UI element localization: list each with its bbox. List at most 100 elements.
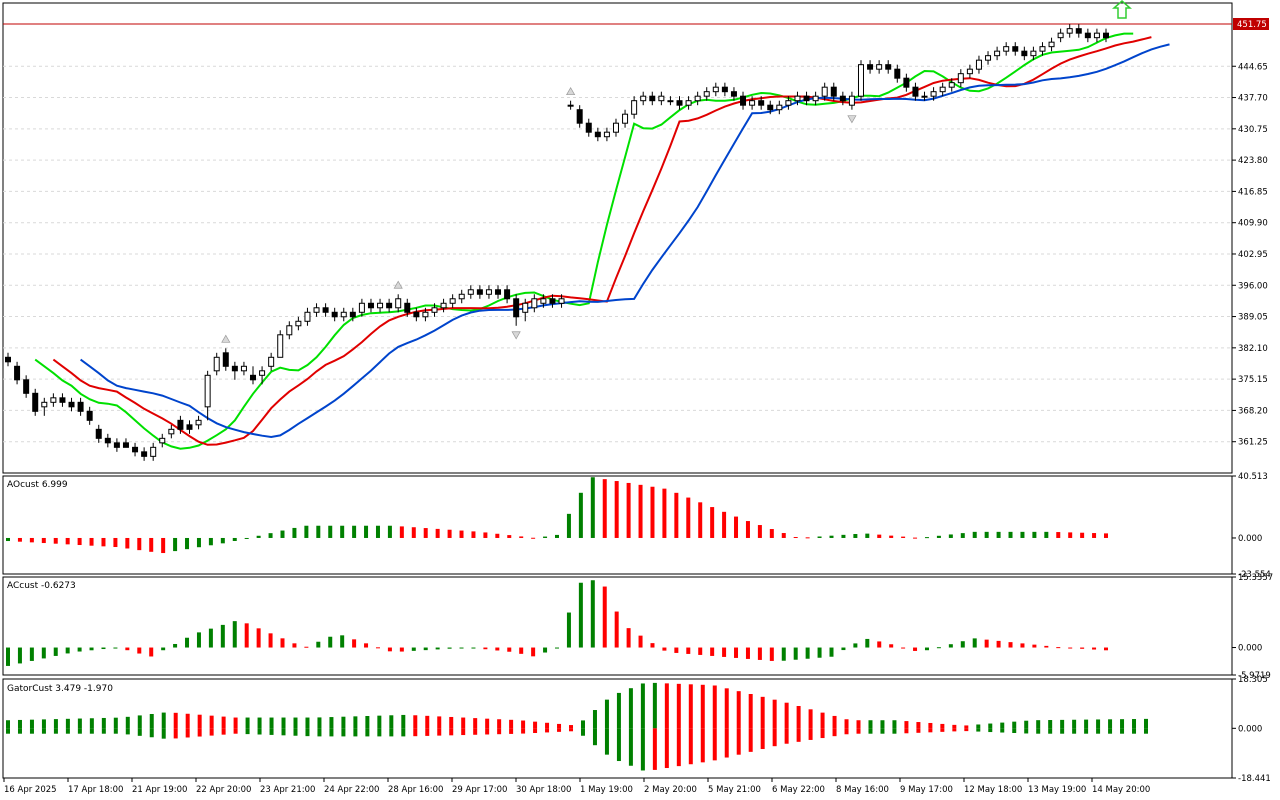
candle[interactable] [440, 298, 447, 313]
candle[interactable] [322, 303, 329, 317]
candle[interactable] [5, 352, 11, 367]
candle[interactable] [177, 415, 184, 434]
candle[interactable] [295, 316, 302, 331]
candle[interactable] [1093, 28, 1100, 43]
candle[interactable] [985, 51, 992, 65]
candle[interactable] [921, 91, 928, 101]
candle[interactable] [104, 433, 111, 448]
gator-panel[interactable]: GatorCust 3.479 -1.970 18.305 0.000 -18.44… [2, 675, 1271, 784]
candle[interactable] [749, 96, 756, 110]
candle[interactable] [331, 307, 338, 322]
candle[interactable] [930, 87, 937, 101]
candle[interactable] [349, 307, 356, 322]
candle[interactable] [340, 307, 347, 322]
candle[interactable] [1030, 46, 1037, 61]
candle[interactable] [122, 438, 129, 448]
candle[interactable] [776, 100, 783, 115]
candle[interactable] [367, 298, 374, 313]
candle[interactable] [640, 91, 647, 106]
candle[interactable] [803, 91, 810, 106]
candle[interactable] [277, 330, 284, 358]
candle[interactable] [685, 96, 692, 110]
candle[interactable] [404, 298, 411, 317]
candle[interactable] [794, 91, 801, 106]
candle[interactable] [830, 82, 837, 101]
candle[interactable] [259, 366, 266, 385]
candle[interactable] [113, 438, 120, 452]
candle[interactable] [141, 447, 148, 461]
candle[interactable] [168, 424, 175, 439]
candle[interactable] [476, 285, 483, 299]
candle[interactable] [767, 100, 774, 115]
candle[interactable] [150, 442, 157, 461]
candle[interactable] [195, 415, 202, 430]
candle[interactable] [839, 91, 846, 106]
candle[interactable] [912, 82, 919, 101]
candle[interactable] [1012, 42, 1019, 56]
candle[interactable] [1066, 24, 1073, 38]
candle[interactable] [413, 307, 420, 322]
candle[interactable] [59, 393, 66, 407]
candle[interactable] [304, 307, 311, 326]
candle[interactable] [740, 91, 747, 110]
candle[interactable] [1021, 46, 1028, 61]
candle[interactable] [1057, 28, 1064, 43]
candle[interactable] [994, 46, 1001, 61]
candle[interactable] [885, 60, 892, 74]
candle[interactable] [821, 82, 828, 101]
ao-panel[interactable]: AOcust 6.999 40.513 0.000 -23.554 [2, 472, 1271, 580]
candle[interactable] [41, 397, 48, 416]
candle[interactable] [948, 78, 955, 92]
candle[interactable] [95, 424, 102, 443]
candle[interactable] [857, 60, 864, 101]
candle[interactable] [658, 91, 665, 106]
candle[interactable] [667, 96, 674, 106]
candle[interactable] [23, 375, 30, 398]
candle[interactable] [957, 69, 964, 88]
candle[interactable] [77, 397, 84, 416]
candle[interactable] [558, 294, 565, 308]
candle[interactable] [703, 87, 710, 101]
candle[interactable] [458, 289, 465, 304]
candle[interactable] [250, 366, 257, 385]
candle[interactable] [504, 285, 511, 304]
candle[interactable] [594, 127, 601, 142]
price-panel[interactable]: 444.65 437.70 430.75 423.80 416.85 409.90 402.… [2, 0, 1269, 474]
candle[interactable] [231, 361, 238, 380]
candle[interactable] [894, 64, 901, 83]
candle[interactable] [975, 55, 982, 74]
candle[interactable] [876, 60, 883, 74]
candle[interactable] [213, 352, 220, 376]
candle[interactable] [585, 118, 592, 137]
candle[interactable] [14, 361, 21, 385]
candle[interactable] [377, 298, 384, 313]
candle[interactable] [576, 105, 583, 128]
candle[interactable] [812, 91, 819, 106]
candle[interactable] [86, 406, 93, 425]
candle[interactable] [549, 294, 556, 308]
candle[interactable] [1039, 42, 1046, 56]
candle[interactable] [485, 285, 492, 299]
ac-panel[interactable]: ACcust -0.6273 15.3357 0.000 -5.9719 [2, 573, 1273, 681]
candle[interactable] [513, 294, 520, 326]
candle[interactable] [358, 298, 365, 317]
candle[interactable] [132, 442, 139, 457]
candle[interactable] [522, 298, 529, 322]
candle[interactable] [422, 307, 429, 322]
candle[interactable] [186, 420, 193, 434]
candle[interactable] [721, 82, 728, 97]
candle[interactable] [159, 433, 166, 448]
candle[interactable] [495, 285, 502, 299]
candle[interactable] [68, 397, 75, 412]
candle[interactable] [268, 352, 275, 371]
candle[interactable] [631, 96, 638, 119]
candle[interactable] [449, 294, 456, 308]
candle[interactable] [848, 91, 855, 110]
candle[interactable] [730, 87, 737, 101]
candle[interactable] [676, 96, 683, 110]
candle[interactable] [694, 91, 701, 106]
candle[interactable] [785, 96, 792, 110]
candle[interactable] [966, 64, 973, 79]
candle[interactable] [612, 118, 619, 137]
